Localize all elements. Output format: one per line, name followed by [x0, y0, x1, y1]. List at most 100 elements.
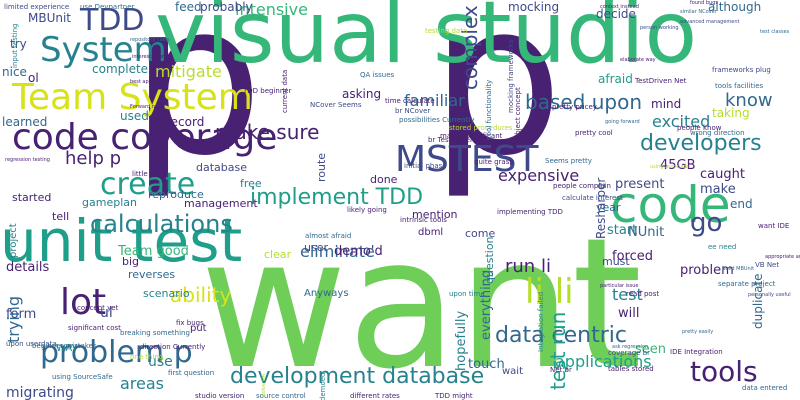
- word-seen: seen: [635, 342, 667, 357]
- word-45gb: 45GB: [660, 158, 696, 173]
- word-one-thing: one thing: [130, 353, 164, 361]
- word-project: project: [8, 223, 19, 258]
- word-testing-data: testing data: [425, 27, 468, 35]
- word-reproduce: reproduce: [148, 188, 204, 201]
- word-scenario: scenario: [143, 287, 190, 300]
- word-feed: feed: [175, 0, 202, 14]
- word-wait: wait: [502, 366, 524, 377]
- word-beginner-mistakes: beginner mistakes: [32, 342, 97, 350]
- word-context-instead: context instead: [600, 4, 639, 10]
- word-mocking: mocking: [508, 0, 560, 14]
- word-ask-regression: ask regression: [612, 344, 649, 350]
- word-started: started: [12, 191, 52, 204]
- word-vb-net: VB Net: [755, 261, 780, 269]
- word-coverage-br: coverage br: [608, 349, 651, 357]
- word-ul: ul: [100, 305, 113, 321]
- word-br-testdriven: br TestDriven: [428, 136, 475, 144]
- word-implementing-tdd: implementing TDD: [497, 208, 563, 216]
- word-learned: learned: [2, 115, 48, 129]
- word-reverses: reverses: [128, 268, 176, 281]
- word-test: test: [612, 285, 643, 304]
- word-put: put: [190, 323, 207, 334]
- word-lot: lot: [60, 282, 107, 323]
- word-seems-pretty: Seems pretty: [545, 157, 592, 165]
- word-make: make: [700, 182, 736, 197]
- word-use: use: [148, 354, 173, 370]
- word-little-bit: little bit: [132, 170, 159, 178]
- word-used: used: [120, 109, 149, 123]
- word-mention: mention: [412, 208, 458, 221]
- word-separate-project: separate project: [718, 280, 776, 288]
- word-tables-stored: tables stored: [608, 365, 654, 373]
- word-tools: tools: [690, 355, 758, 388]
- word-upon-userdata: upon userdata: [6, 340, 57, 348]
- word-people-complain: people complain: [553, 182, 611, 190]
- word-found-bugs: found bugs: [690, 0, 719, 6]
- word-tdd-beginner: TDD beginner: [243, 87, 292, 95]
- word-almost-afraid: almost afraid: [305, 232, 352, 240]
- word-calculations: calculations: [90, 210, 233, 238]
- word-excited: excited: [652, 112, 711, 131]
- word-concept-yet: concept yet: [77, 304, 119, 312]
- word-way: WAY: [56, 343, 78, 354]
- word-use-devpartner: use Devpartner: [80, 3, 135, 11]
- word-frameworks-plug: frameworks plug: [712, 66, 771, 74]
- word-eliminate: eliminate: [300, 242, 375, 261]
- word-upon-time: upon time: [449, 290, 485, 298]
- word-complex: complex: [458, 5, 482, 90]
- word-tdd: TDD: [80, 3, 145, 38]
- word-people-know: people know: [677, 124, 722, 132]
- word-current-data: current data: [281, 69, 289, 113]
- word-database: database: [196, 161, 247, 174]
- word-stored-procedures: stored procedures: [449, 124, 513, 132]
- word-tools-facilities: tools facilities: [715, 82, 764, 90]
- word-afraid: afraid: [598, 72, 633, 86]
- word-repository-class: repository class: [130, 37, 170, 43]
- word-hopefully: hopefully: [454, 310, 469, 371]
- word-testdriven-net: TestDriven Net: [635, 77, 687, 85]
- word-nice: nice: [2, 65, 27, 79]
- word-tell: tell: [52, 210, 70, 223]
- word-decide: decide: [596, 7, 636, 21]
- word-intrinsic-tools: intrinsic tools: [400, 216, 447, 224]
- word-applications: applications: [555, 352, 652, 371]
- word-advanced-management: advanced management: [680, 19, 740, 25]
- word-qa-issues: QA issues: [360, 71, 395, 79]
- word-input-testing: input testing: [11, 23, 19, 69]
- word-visual-studio: visual studio: [155, 0, 698, 83]
- word-calculate-interest: calculate interest: [562, 194, 623, 202]
- word-touch: touch: [468, 357, 505, 372]
- word-ee-need: ee need: [708, 243, 737, 251]
- word-wrong-direction: wrong direction: [690, 129, 745, 137]
- word-unit-test: unit test: [0, 207, 243, 275]
- word-breaking-something: breaking something: [120, 329, 190, 337]
- word-limited-experience: limited experience: [4, 3, 70, 11]
- word-expensive: expensive: [498, 166, 580, 185]
- word-data-entered: data entered: [742, 384, 788, 392]
- word-possibilities-currently: possibilities Currently: [399, 116, 475, 124]
- word-pretty-pricey: pretty pricey: [552, 103, 597, 111]
- word-ide-integration: IDE Integration: [670, 348, 723, 356]
- word-go: go: [690, 208, 723, 238]
- word-net-br: Net br: [550, 366, 572, 374]
- word-anyways: Anyways: [304, 288, 349, 299]
- word-user: user: [304, 241, 328, 254]
- word-quite-grasp: quite grasp: [474, 158, 514, 166]
- word-initial-phase: initial phase: [404, 162, 447, 170]
- word-appropriate-answers: appropriate answers: [765, 254, 800, 260]
- word-forced: forced: [612, 249, 653, 264]
- word-forward-now: Forward now: [130, 104, 163, 110]
- word-person-working: person working: [640, 25, 679, 31]
- word-nunit: NUnit: [628, 225, 665, 240]
- word-asking: asking: [342, 87, 382, 101]
- word-problem: problem: [680, 263, 734, 278]
- word-personally-useful: personally useful: [748, 292, 791, 298]
- word-code-coverage: code coverage: [12, 117, 278, 158]
- word-system: System: [40, 30, 167, 70]
- word-different-rates: different rates: [350, 392, 400, 400]
- word-familiar: familiar: [404, 91, 465, 110]
- word-know: know: [725, 90, 773, 111]
- word-clear: clear: [264, 248, 292, 261]
- word-record: record: [166, 115, 205, 129]
